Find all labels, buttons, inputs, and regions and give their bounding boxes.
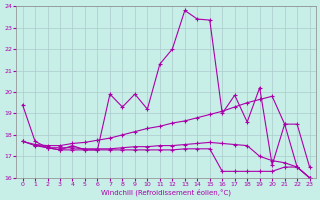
X-axis label: Windchill (Refroidissement éolien,°C): Windchill (Refroidissement éolien,°C) [101, 188, 231, 196]
